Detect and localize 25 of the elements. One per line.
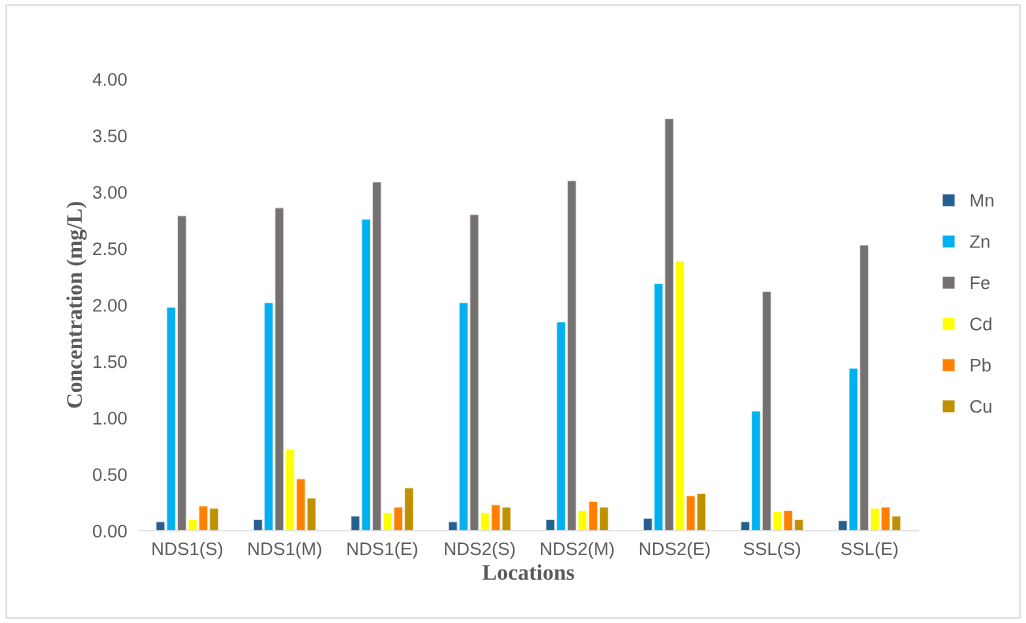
x-tick-label: NDS2(M) (540, 541, 614, 559)
y-tick-label: 2.50 (93, 242, 127, 256)
legend-label: Fe (970, 276, 990, 290)
y-tick-label: 4.00 (92, 73, 127, 86)
x-tick-label: NDS1(M) (248, 541, 322, 559)
legend-label: Cu (970, 400, 992, 413)
y-tick-label: 0.50 (92, 468, 127, 482)
y-tick-label: 0.00 (92, 524, 127, 538)
x-tick-label: SSL(E) (841, 541, 898, 559)
y-tick-label: 3.50 (92, 129, 127, 143)
legend-label: Mn (970, 194, 994, 207)
x-tick-label: NDS1(S) (152, 541, 223, 559)
y-tick-label: 1.50 (93, 355, 127, 369)
y-axis-title: Concentration (mg/L) (66, 201, 87, 408)
y-tick-label: 3.00 (92, 185, 127, 199)
legend-label: Zn (969, 235, 990, 248)
x-tick-label: NDS2(S) (445, 541, 515, 559)
x-tick-label: SSL(S) (743, 541, 801, 559)
y-tick-label: 1.00 (93, 411, 127, 425)
x-tick-label: NDS2(E) (639, 541, 710, 559)
y-tick-label: 2.00 (93, 298, 127, 312)
x-axis-title: Locations (482, 564, 575, 580)
x-tick-label: NDS1(E) (347, 541, 418, 559)
legend-label: Cd (970, 317, 992, 331)
legend-label: Pb (970, 358, 991, 372)
